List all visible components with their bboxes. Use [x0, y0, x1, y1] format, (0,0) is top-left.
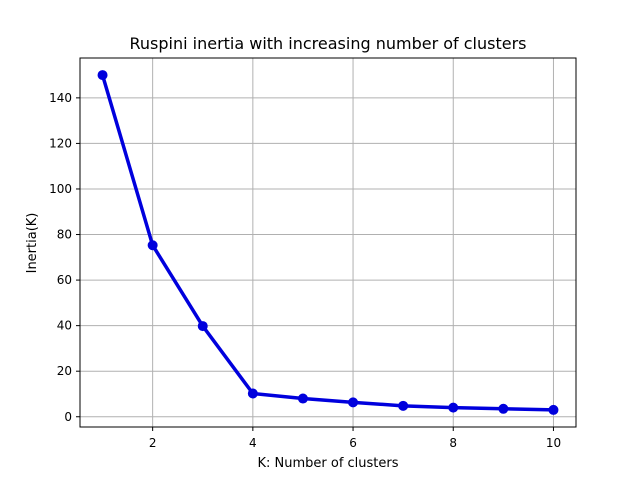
- x-tick-label: 2: [149, 436, 157, 450]
- series: [97, 70, 559, 415]
- data-point: [247, 388, 258, 399]
- x-axis-label: K: Number of clusters: [257, 456, 398, 471]
- data-point: [498, 403, 509, 414]
- data-point: [197, 321, 208, 332]
- plot-frame: [79, 57, 577, 428]
- y-tick-label: 0: [64, 410, 72, 424]
- chart-title: Ruspini inertia with increasing number o…: [129, 34, 526, 53]
- data-point: [348, 397, 359, 408]
- x-tick-label: 6: [349, 436, 357, 450]
- y-tick-label: 100: [49, 182, 72, 196]
- series-line: [100, 73, 556, 412]
- y-tick-label: 20: [57, 364, 72, 378]
- x-tick-label: 4: [249, 436, 257, 450]
- y-axis-label: Inertia(K): [25, 213, 40, 274]
- x-tick-label: 10: [546, 436, 561, 450]
- y-tick-label: 140: [49, 91, 72, 105]
- y-tick-label: 40: [57, 319, 72, 333]
- data-point: [398, 400, 409, 411]
- data-point: [97, 70, 108, 81]
- x-tick-label: 8: [449, 436, 457, 450]
- y-tick-label: 120: [49, 136, 72, 150]
- data-point: [548, 404, 559, 415]
- data-point: [147, 240, 158, 251]
- y-tick-label: 60: [57, 273, 72, 287]
- data-point: [448, 402, 459, 413]
- y-tick-label: 80: [57, 228, 72, 242]
- grid: [80, 58, 576, 427]
- data-point: [297, 393, 308, 404]
